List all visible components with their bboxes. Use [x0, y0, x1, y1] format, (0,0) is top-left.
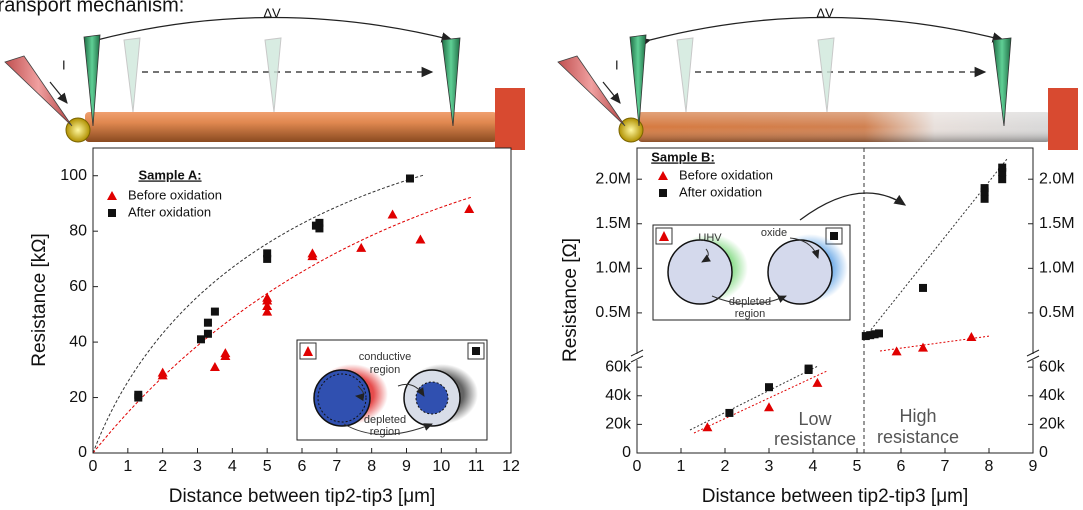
inset-label: region [370, 426, 401, 438]
y-tick-label: 40k [1039, 387, 1066, 404]
y-tick-label: 0 [1039, 444, 1048, 461]
x-tick-label: 4 [809, 458, 818, 475]
y-tick-label: 0 [78, 444, 87, 461]
y-tick-label: 1.5M [595, 215, 631, 232]
y-tick-label: 1.5M [1039, 215, 1075, 232]
x-tick-label: 3 [765, 458, 774, 475]
y-tick-label: 0.5M [595, 304, 631, 321]
square-marker [211, 308, 219, 316]
square-marker [134, 391, 142, 399]
x-tick-label: 1 [123, 458, 132, 475]
x-axis-label: Distance between tip2-tip3 [μm] [702, 486, 969, 507]
y-tick-label: 60k [605, 358, 632, 375]
x-tick-label: 0 [633, 458, 642, 475]
x-tick-label: 5 [853, 458, 862, 475]
x-tick-label: 1 [677, 458, 686, 475]
y-tick-label: 20k [605, 416, 632, 433]
x-tick-label: 2 [158, 458, 167, 475]
square-marker [765, 383, 773, 391]
x-axis-label: Distance between tip2-tip3 [μm] [169, 486, 436, 507]
x-tick-label: 5 [263, 458, 272, 475]
y-tick-label: 0 [622, 444, 631, 461]
delta-v-label: ΔV [816, 5, 834, 20]
square-marker [263, 249, 271, 257]
inset-label: region [370, 364, 401, 376]
inset-label: conductive [359, 351, 412, 363]
inset-label: oxide [761, 227, 787, 239]
inset-label: depleted [364, 414, 406, 426]
x-tick-label: 2 [721, 458, 730, 475]
x-tick-label: 6 [298, 458, 307, 475]
x-tick-label: 10 [432, 458, 450, 475]
annotation: resistance [877, 427, 959, 447]
inset-label: UHV [698, 232, 722, 244]
square-marker [197, 335, 205, 343]
square-marker [725, 409, 733, 417]
legend-marker [659, 189, 667, 197]
x-tick-label: 0 [89, 458, 98, 475]
y-tick-label: 60k [1039, 358, 1066, 375]
x-tick-label: 8 [985, 458, 994, 475]
nanowire-illustration [558, 18, 1078, 151]
annotation: resistance [774, 429, 856, 449]
legend-label: After oxidation [128, 204, 211, 219]
y-axis-label: Resistance [kΩ] [29, 233, 50, 367]
y-tick-label: 60 [69, 278, 87, 295]
square-marker [919, 284, 927, 292]
y-tick-label: 20 [69, 389, 87, 406]
y-tick-label: 80 [69, 222, 87, 239]
inset-label: region [735, 308, 766, 320]
inset-label: depleted [729, 296, 771, 308]
annotation: High [899, 406, 936, 426]
nanowire-illustration [5, 18, 525, 151]
current-label: I [615, 57, 619, 72]
x-tick-label: 7 [332, 458, 341, 475]
legend-marker [108, 209, 116, 217]
x-tick-label: 11 [468, 458, 485, 475]
legend-label: Before oxidation [128, 187, 222, 202]
legend-title: Sample A: [138, 167, 201, 182]
square-marker [998, 164, 1006, 172]
legend-label: After oxidation [679, 184, 762, 199]
square-marker [406, 175, 414, 183]
square-marker [204, 330, 212, 338]
legend-title: Sample B: [651, 149, 715, 164]
x-tick-label: 6 [897, 458, 906, 475]
annotation: Low [798, 409, 832, 429]
figure: transport mechanism: ΔV I ΔV I [0, 0, 1083, 510]
x-tick-label: 9 [402, 458, 411, 475]
y-tick-label: 1.0M [1039, 260, 1075, 277]
y-tick-label: 40 [69, 333, 87, 350]
square-marker [998, 175, 1006, 183]
square-marker [981, 195, 989, 203]
y-tick-label: 40k [605, 387, 632, 404]
x-tick-label: 12 [502, 458, 520, 475]
x-tick-label: 4 [228, 458, 237, 475]
y-tick-label: 2.0M [1039, 170, 1075, 187]
y-tick-label: 100 [60, 167, 87, 184]
current-label: I [62, 57, 66, 72]
square-marker [805, 365, 813, 373]
square-marker [315, 224, 323, 232]
x-tick-label: 3 [193, 458, 202, 475]
y-tick-label: 2.0M [595, 170, 631, 187]
square-marker [875, 329, 883, 337]
caption-fragment: transport mechanism: [0, 0, 184, 16]
square-marker [204, 319, 212, 327]
x-tick-label: 7 [941, 458, 950, 475]
x-tick-label: 8 [367, 458, 376, 475]
x-tick-label: 9 [1029, 458, 1038, 475]
y-axis-label: Resistance [Ω] [560, 238, 581, 362]
y-tick-label: 20k [1039, 416, 1066, 433]
legend-label: Before oxidation [679, 167, 773, 182]
y-tick-label: 0.5M [1039, 304, 1075, 321]
delta-v-label: ΔV [263, 5, 281, 20]
y-tick-label: 1.0M [595, 260, 631, 277]
square-marker [981, 188, 989, 196]
